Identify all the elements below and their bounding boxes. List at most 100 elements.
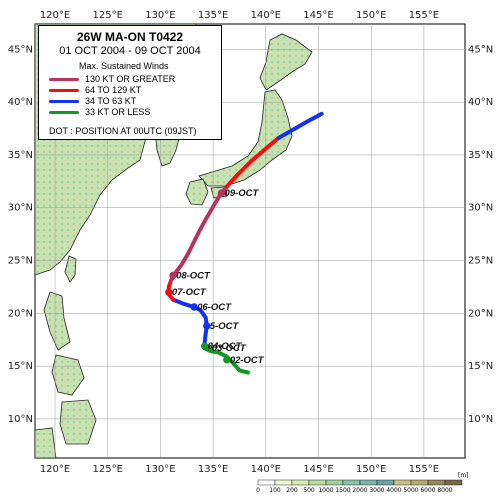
date-label: 03-OCT — [212, 343, 247, 354]
lon-tick-label-top: 135°E — [198, 10, 228, 21]
scale-tick-label: 5000 — [403, 487, 418, 494]
taiwan — [64, 255, 77, 283]
date-label: 09-OCT — [225, 188, 260, 199]
track-segment-5 — [276, 111, 324, 140]
lat-tick-label-left: 45°N — [8, 44, 33, 55]
scale-swatch — [308, 479, 327, 486]
lat-tick-label-left: 40°N — [8, 97, 33, 108]
scale-swatch — [444, 479, 463, 486]
honshu — [198, 89, 293, 187]
legend-label: 34 TO 63 KT — [85, 96, 137, 106]
lat-tick-label-right: 20°N — [468, 308, 493, 319]
lon-tick-label-bottom: 135°E — [198, 464, 228, 475]
scale-tick-label: 4000 — [386, 487, 401, 494]
lon-tick-label-top: 155°E — [409, 10, 439, 21]
track-segment-3 — [169, 184, 229, 283]
scale-unit: [m] — [458, 472, 469, 479]
lat-tick-label-right: 45°N — [468, 44, 493, 55]
legend-swatch — [49, 110, 79, 114]
scale-tick-label: 0 — [256, 487, 260, 494]
date-label: 06-OCT — [197, 302, 232, 313]
position-dot — [223, 356, 231, 364]
track-segment-1 — [171, 297, 209, 351]
lat-tick-label-right: 25°N — [468, 256, 493, 267]
lat-tick-label-right: 10°N — [468, 414, 493, 425]
scale-swatch — [410, 479, 429, 486]
legend-entry-34kt: 34 TO 63 KT — [49, 96, 136, 106]
scale-swatch — [342, 479, 361, 486]
scale-swatch — [257, 479, 276, 486]
lon-ticks: 120°E 120°E 125°E 125°E 130°E 130°E 135°E 135°E… — [40, 10, 439, 475]
legend-swatch — [49, 99, 79, 103]
lon-tick-label-bottom: 120°E — [40, 464, 70, 475]
date-label: 04-OCT — [208, 341, 243, 352]
lon-tick-label-bottom: 145°E — [303, 464, 333, 475]
track-segment-4 — [224, 136, 281, 189]
lon-tick-label-bottom: 130°E — [145, 464, 175, 475]
lon-tick-label-bottom: 155°E — [409, 464, 439, 475]
lat-tick-label-right: 30°N — [468, 203, 493, 214]
lon-tick-label-top: 145°E — [303, 10, 333, 21]
scale-tick-label: 2000 — [352, 487, 367, 494]
scale-tick-label: 500 — [303, 487, 315, 494]
lat-tick-label-left: 15°N — [8, 361, 33, 372]
visayas — [51, 354, 85, 396]
dot-note: DOT : POSITION AT 00UTC (09JST) — [49, 126, 197, 136]
legend-label: 64 TO 129 KT — [85, 85, 142, 95]
scale-tick-label: 1500 — [335, 487, 350, 494]
legend-label: 130 KT OR GREATER — [85, 74, 176, 84]
scale-tick-label: 100 — [269, 487, 281, 494]
position-dot — [190, 303, 198, 311]
hokkaido — [259, 33, 313, 91]
legend-entry-33kt: 33 KT OR LESS — [49, 107, 150, 117]
legend-entry-64kt: 64 TO 129 KT — [49, 85, 141, 95]
lon-tick-label-top: 150°E — [356, 10, 386, 21]
winds-header: Max. Sustained Winds — [79, 61, 169, 71]
date-label: 5-OCT — [210, 321, 240, 332]
luzon — [43, 291, 71, 351]
scale-swatch — [376, 479, 395, 486]
position-dot — [169, 271, 177, 280]
scale-swatch — [359, 479, 378, 486]
scale-tick-label: 6000 — [420, 487, 435, 494]
lat-ticks: 45°N 45°N 40°N 40°N 35°N 35°N 30°N 30°N 25°N 25°N… — [8, 44, 493, 425]
date-label: 08-OCT — [176, 270, 211, 281]
lon-tick-label-bottom: 140°E — [251, 464, 281, 475]
legend-swatch — [49, 77, 79, 81]
lat-tick-label-right: 35°N — [468, 150, 493, 161]
lon-tick-label-bottom: 150°E — [356, 464, 386, 475]
scale-swatch — [427, 479, 446, 486]
scale-swatch — [274, 479, 293, 486]
legend-panel: 26W MA-ON T0422 01 OCT 2004 - 09 OCT 200… — [38, 25, 222, 140]
lat-tick-label-left: 25°N — [8, 256, 33, 267]
storm-dates: 01 OCT 2004 - 09 OCT 2004 — [59, 45, 201, 57]
kyushu — [185, 178, 209, 206]
scale-swatch — [325, 479, 344, 486]
lon-tick-label-top: 125°E — [93, 10, 123, 21]
storm-title: 26W MA-ON T0422 — [76, 30, 184, 44]
scale-swatch — [291, 479, 310, 486]
position-dot — [200, 342, 209, 350]
lat-tick-label-left: 20°N — [8, 308, 33, 319]
scale-tick-label: 8000 — [437, 487, 452, 494]
lat-tick-label-right: 15°N — [468, 361, 493, 372]
scale-tick-label: 3000 — [369, 487, 384, 494]
borneo-corner — [35, 427, 57, 458]
lon-tick-label-top: 140°E — [251, 10, 281, 21]
scale-swatch — [393, 479, 412, 486]
lat-tick-label-right: 40°N — [468, 97, 493, 108]
position-dot — [165, 288, 173, 296]
position-dot — [217, 189, 226, 197]
lat-tick-label-left: 10°N — [8, 414, 33, 425]
date-label: 02-OCT — [230, 355, 265, 366]
mindanao — [59, 399, 97, 445]
legend-entry-130kt: 130 KT OR GREATER — [49, 74, 175, 84]
lon-tick-label-bottom: 125°E — [93, 464, 123, 475]
position-dot — [203, 322, 211, 330]
legend-label: 33 KT OR LESS — [85, 107, 151, 117]
date-label: 07-OCT — [172, 287, 207, 298]
scale-tick-label: 1000 — [318, 487, 333, 494]
scale-tick-label: 200 — [286, 487, 298, 494]
lon-tick-label-top: 130°E — [145, 10, 175, 21]
